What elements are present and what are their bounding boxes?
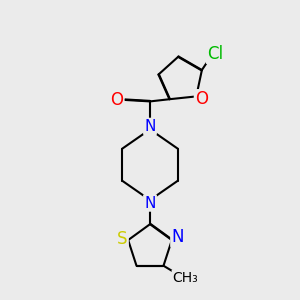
Text: N: N [144,196,156,211]
Text: S: S [117,230,128,247]
Text: O: O [110,91,123,109]
Text: N: N [144,119,156,134]
Text: N: N [172,228,184,246]
Text: O: O [195,90,208,108]
Text: CH₃: CH₃ [173,271,199,284]
Text: Cl: Cl [207,45,223,63]
